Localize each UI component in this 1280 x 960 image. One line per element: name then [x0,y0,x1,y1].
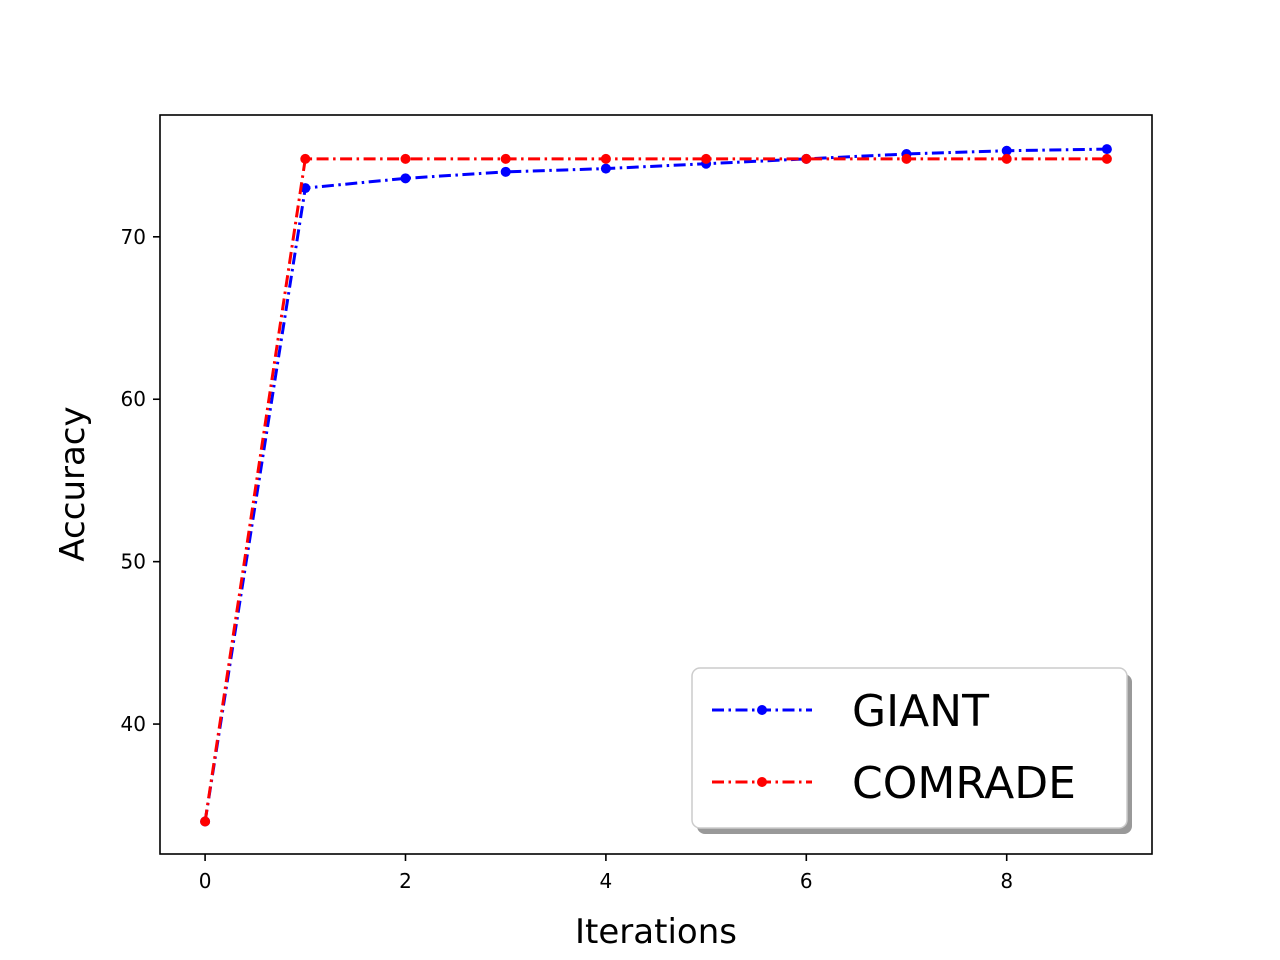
data-point-giant [1101,144,1112,155]
x-tick-label: 6 [800,869,813,893]
data-point-comrade [801,153,812,164]
x-tick-label: 4 [600,869,613,893]
x-axis-ticks: 0 2 4 6 8 [199,854,1013,893]
data-point-giant [400,173,411,184]
data-point-giant [500,166,511,177]
data-point-comrade [400,153,411,164]
data-point-giant [300,183,311,194]
data-point-comrade [300,153,311,164]
y-tick-label: 50 [121,550,146,574]
legend-box [691,667,1128,829]
y-tick-label: 70 [121,225,146,249]
series-layer [200,144,1112,827]
legend-items: GIANT COMRADE [712,686,1076,809]
x-tick-label: 0 [199,869,212,893]
data-point-comrade [1101,153,1112,164]
legend: GIANT COMRADE [691,667,1132,834]
y-axis-title: Accuracy [53,406,93,561]
legend-marker-comrade [757,777,767,787]
legend-label-comrade: COMRADE [852,758,1076,809]
y-tick-label: 60 [121,387,146,411]
data-point-comrade [701,153,712,164]
y-tick-label: 40 [121,712,146,736]
data-point-comrade [600,153,611,164]
data-point-comrade [200,816,211,827]
data-point-comrade [500,153,511,164]
data-point-comrade [901,153,912,164]
data-point-giant [1001,145,1012,156]
plot-frame [159,114,1153,855]
legend-marker-giant [757,705,767,715]
x-axis-title: Iterations [575,912,737,952]
series-line-comrade [203,157,1107,822]
x-tick-label: 8 [1000,869,1013,893]
x-tick-label: 2 [399,869,412,893]
y-axis-ticks: 40 50 60 70 [121,225,160,736]
series-line-giant [203,147,1107,822]
data-point-comrade [1001,153,1012,164]
data-point-giant [600,163,611,174]
legend-label-giant: GIANT [852,686,989,737]
